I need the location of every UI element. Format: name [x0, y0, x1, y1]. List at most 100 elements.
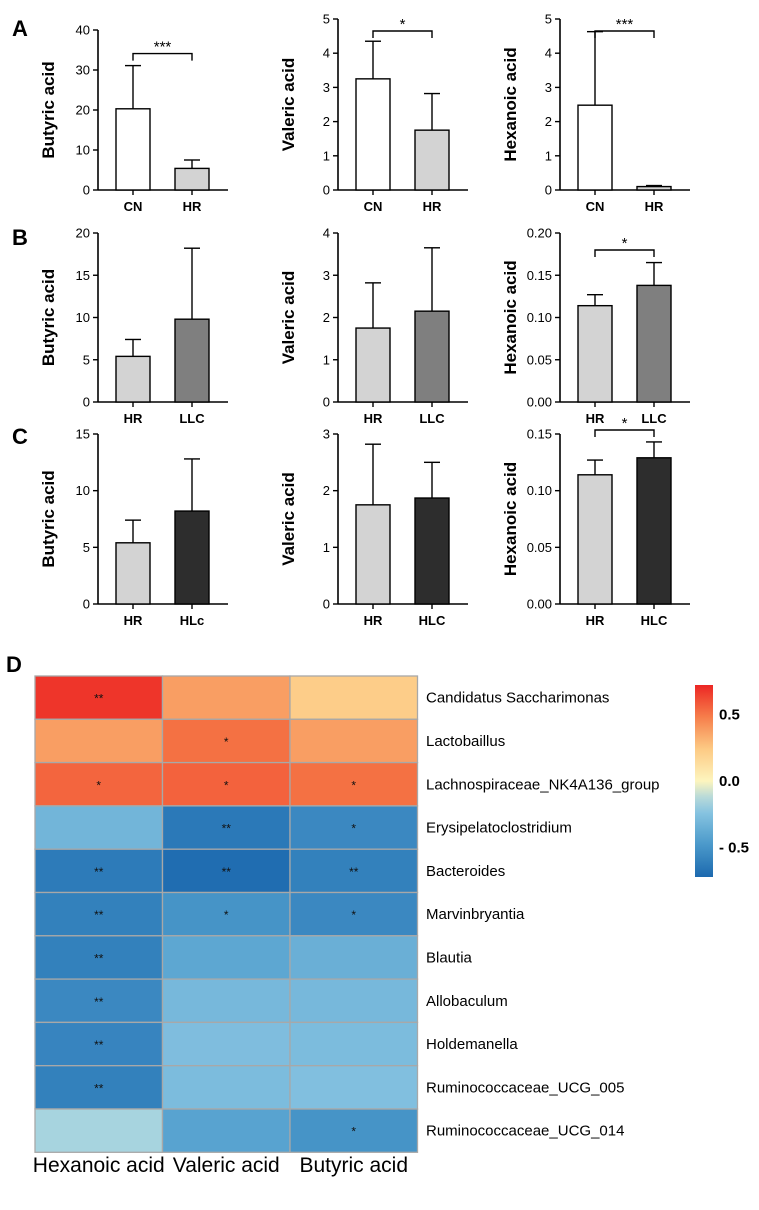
heatmap-cell: [289, 718, 419, 764]
y-axis-label: Butyric acid: [39, 61, 58, 158]
y-tick-label: 15: [76, 268, 90, 283]
significance-bracket: [372, 30, 433, 38]
bar-chart-5: 0 1 2 3 4 Valeric acid HR LLC: [279, 226, 468, 426]
row-label: Erysipelatoclostridium: [426, 820, 572, 837]
heatmap-cell: [161, 675, 291, 720]
y-tick-label: 30: [76, 63, 90, 78]
bar-chart-4: B 0 5 10 15 20 Butyric acid HR LLC: [12, 225, 228, 426]
y-tick-label: 5: [323, 12, 330, 27]
y-tick-label: 20: [76, 103, 90, 118]
cell-significance: *: [351, 1125, 356, 1139]
colorbar-tick-label: 0.5: [719, 706, 740, 723]
significance-marker: ***: [154, 39, 172, 56]
column-label: Valeric acid: [173, 1154, 280, 1177]
y-axis-label: Butyric acid: [39, 269, 58, 366]
heatmap-cell: [161, 761, 291, 807]
heatmap-cell: [289, 848, 419, 894]
x-tick-label: HLC: [641, 613, 668, 628]
y-tick-label: 0.00: [527, 597, 552, 612]
x-tick-label: LLC: [419, 411, 445, 426]
bar-chart-2: 0 1 2 3 4 5 Valeric acid CN HR *: [279, 12, 468, 214]
cell-significance: *: [96, 778, 101, 792]
row-label: Ruminococcaceae_UCG_014: [426, 1123, 624, 1140]
x-tick-label: CN: [124, 199, 143, 214]
cell-significance: *: [351, 778, 356, 792]
row-label: Bacteroides: [426, 863, 505, 880]
heatmap-cell: [161, 1065, 291, 1110]
cell-significance: *: [224, 735, 229, 749]
heatmap-cell: [161, 1021, 291, 1067]
bar-HR: [174, 167, 210, 191]
cell-significance: *: [224, 778, 229, 792]
y-tick-label: 2: [323, 483, 330, 498]
y-tick-label: 10: [76, 483, 90, 498]
heatmap-cell: [289, 1065, 419, 1110]
y-tick-label: 15: [76, 427, 90, 442]
cell-significance: **: [94, 908, 104, 922]
bar-HR: [115, 355, 151, 403]
x-tick-label: HR: [645, 199, 664, 214]
bar-HLC: [414, 497, 450, 605]
x-tick-label: LLC: [179, 411, 205, 426]
bar-HLC: [636, 457, 672, 605]
y-tick-label: 0.15: [527, 427, 552, 442]
heatmap-cell: [289, 805, 419, 850]
y-tick-label: 0.10: [527, 310, 552, 325]
bar-CN: [355, 78, 391, 191]
bar-HR: [577, 474, 613, 605]
cell-significance: *: [224, 908, 229, 922]
bar-HR: [115, 542, 151, 605]
x-tick-label: HR: [423, 199, 442, 214]
bar-HR: [355, 504, 391, 605]
heatmap-cell: [161, 718, 291, 764]
significance-bracket: [594, 429, 655, 437]
cell-significance: **: [222, 865, 232, 879]
y-tick-label: 0.05: [527, 540, 552, 555]
panel-letter: D: [6, 652, 22, 677]
heatmap-cell: [289, 978, 419, 1024]
y-tick-label: 0: [545, 183, 552, 198]
panel-letter: B: [12, 225, 28, 250]
column-label: Hexanoic acid: [33, 1154, 165, 1177]
y-axis-label: Hexanoic acid: [501, 260, 520, 374]
heatmap-cell: [161, 1108, 291, 1153]
x-tick-label: HLC: [419, 613, 446, 628]
row-label: Marvinbryantia: [426, 906, 525, 923]
heatmap-cell: [34, 675, 164, 720]
y-tick-label: 0.15: [527, 268, 552, 283]
x-tick-label: HR: [364, 613, 383, 628]
heatmap-cell: [161, 978, 291, 1024]
panel-letter: A: [12, 16, 28, 41]
x-tick-label: HR: [124, 411, 143, 426]
bar-LLC: [174, 318, 210, 403]
row-label: Ruminococcaceae_UCG_005: [426, 1079, 624, 1096]
column-label: Butyric acid: [299, 1154, 408, 1177]
y-tick-label: 0.05: [527, 352, 552, 367]
y-tick-label: 1: [323, 352, 330, 367]
colorbar-tick-label: - 0.5: [719, 840, 749, 857]
x-tick-label: CN: [364, 199, 383, 214]
y-tick-label: 1: [323, 540, 330, 555]
heatmap-cell: [34, 848, 164, 894]
row-label: Blautia: [426, 949, 473, 966]
significance-marker: *: [622, 235, 628, 252]
heatmap-cell: [289, 1108, 419, 1153]
colorbar: [695, 685, 713, 877]
y-tick-label: 2: [323, 114, 330, 129]
y-tick-label: 4: [323, 226, 330, 241]
y-axis-label: Butyric acid: [39, 470, 58, 567]
significance-bracket: [594, 30, 655, 38]
y-axis-label: Valeric acid: [279, 271, 298, 365]
y-tick-label: 2: [545, 114, 552, 129]
y-tick-label: 10: [76, 310, 90, 325]
heatmap-cell: [34, 1065, 164, 1110]
heatmap-cell: [289, 1021, 419, 1067]
heatmap-cell: [161, 891, 291, 937]
y-tick-label: 0: [323, 183, 330, 198]
row-label: Lachnospiraceae_NK4A136_group: [426, 776, 660, 793]
heatmap-cell: [289, 891, 419, 937]
bar-LLC: [414, 310, 450, 403]
significance-bracket: [132, 52, 193, 61]
y-tick-label: 5: [83, 352, 90, 367]
y-tick-label: 0.20: [527, 226, 552, 241]
